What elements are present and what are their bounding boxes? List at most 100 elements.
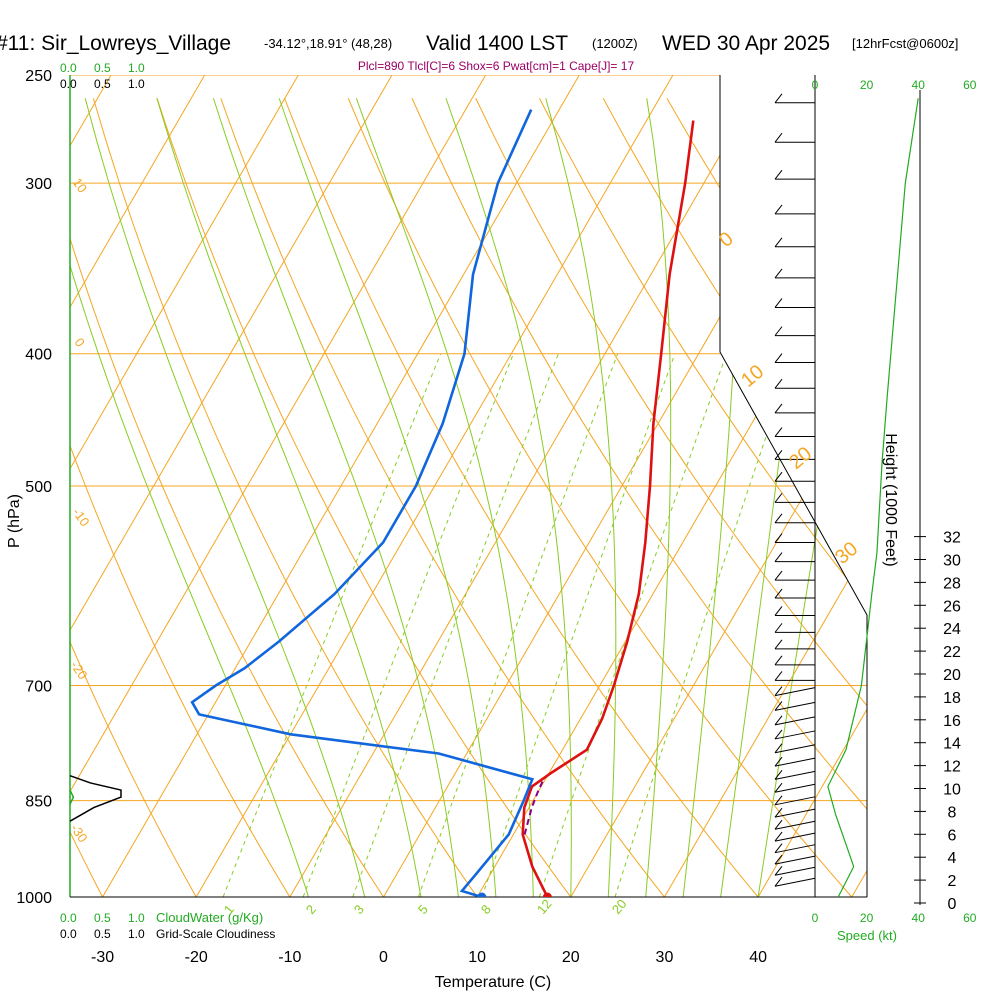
isotherm-label: -30 <box>68 821 91 845</box>
valid-time: Valid 1400 LST <box>426 32 568 55</box>
cw-scale-bottom-0: 0.0 <box>60 911 77 925</box>
temperature-tick-label: 10 <box>468 949 486 966</box>
isotherm-label: -10 <box>70 505 93 529</box>
speed-tick-top: 60 <box>963 78 977 92</box>
dry-adiabat-line <box>70 236 384 897</box>
wind-barb <box>774 744 816 754</box>
forecast-tag: [12hrFcst@0600z] <box>852 36 958 51</box>
cw-scale-top-1: 1.0 <box>128 61 145 75</box>
speed-tick-top: 0 <box>812 78 819 92</box>
mixing-ratio-label: 12 <box>534 896 555 917</box>
pressure-axis-label: P (hPa) <box>6 494 23 548</box>
temperature-profile <box>521 120 695 897</box>
temperature-tick-label: 40 <box>749 949 767 966</box>
cloudwater-profile <box>69 789 75 805</box>
wind-barb-flag <box>774 427 783 437</box>
wind-barb <box>774 701 816 711</box>
height-tick-label: 22 <box>943 644 961 661</box>
wind-barb <box>774 687 816 697</box>
moist-adiabat-line <box>212 98 459 897</box>
cloud-scale-bottom-05: 0.5 <box>94 927 111 941</box>
wind-barb-flag <box>774 450 783 460</box>
wind-barb-flag <box>774 471 783 482</box>
temperature-tick-label: 20 <box>562 949 580 966</box>
wind-barb-flag <box>774 756 783 767</box>
moist-adiabat-line <box>355 98 534 897</box>
speed-tick-top: 20 <box>860 78 874 92</box>
height-tick-label: 10 <box>943 782 961 799</box>
speed-tick-top: 40 <box>912 78 926 92</box>
cloudwater-label: CloudWater (g/Kg) <box>156 910 263 925</box>
mixing-ratio-label: 20 <box>609 896 630 917</box>
height-axis-label: Height (1000 Feet) <box>882 433 899 566</box>
wind-barb-flag <box>774 513 783 524</box>
moist-adiabat-line <box>545 98 617 897</box>
dry-adiabat-line <box>922 98 1000 897</box>
isotherm-line <box>289 75 768 897</box>
temperature-tick-label: -20 <box>185 949 208 966</box>
cloud-scale-bottom-1: 1.0 <box>128 927 145 941</box>
wind-barb-flag <box>774 743 783 754</box>
wind-barb <box>774 808 816 818</box>
temperature-tick-label: 0 <box>379 949 388 966</box>
speed-tick-bottom: 40 <box>912 911 926 925</box>
dry-adiabat-line <box>539 98 867 605</box>
wind-barb <box>774 770 816 780</box>
isotherm-line <box>102 75 580 897</box>
temperature-tick-label: 30 <box>656 949 674 966</box>
cw-scale-top-05: 0.5 <box>94 61 111 75</box>
wind-barb-flag <box>774 169 783 180</box>
dry-adiabat-line <box>411 98 867 810</box>
surface-dewpoint-marker <box>477 892 487 897</box>
wind-barb-flag <box>774 782 783 793</box>
wind-barb-flag <box>774 865 783 876</box>
wind-barb <box>774 796 816 806</box>
height-tick-label: 30 <box>943 553 961 570</box>
dewpoint-profile <box>190 109 535 897</box>
zulu-time: (1200Z) <box>592 36 638 51</box>
temperature-tick-label: -10 <box>278 949 301 966</box>
temperature-tick-label: -30 <box>91 949 114 966</box>
height-tick-label: 16 <box>943 713 961 730</box>
height-tick-label: 26 <box>943 598 961 615</box>
dry-adiabat-line <box>156 98 572 897</box>
wind-barb <box>774 783 816 793</box>
wind-barb-flag <box>774 353 783 363</box>
wind-barb-flag <box>774 606 783 616</box>
pressure-tick-label: 250 <box>25 68 52 85</box>
wind-barb-flag <box>774 552 783 562</box>
height-tick-label: 2 <box>948 873 957 890</box>
isotherm-line <box>757 708 867 897</box>
wind-barb-flag <box>774 570 783 581</box>
wind-barb-flag <box>774 204 783 215</box>
wind-barb-flag <box>774 843 783 853</box>
isotherm-label: 0 <box>72 335 88 350</box>
wind-barb-flag <box>774 715 783 726</box>
moist-adiabat-line <box>70 264 310 897</box>
wind-barb-flag <box>774 831 783 842</box>
station-title: #11: Sir_Lowreys_Village <box>0 32 231 55</box>
mixing-ratio-line <box>302 353 514 897</box>
dry-adiabat-line <box>70 640 197 897</box>
wind-barb-flag <box>774 623 783 633</box>
cloud-scale-bottom-0: 0.0 <box>60 927 77 941</box>
height-tick-label: 18 <box>943 690 961 707</box>
wind-barb-flag <box>774 770 783 780</box>
wind-barb-flag <box>774 807 783 818</box>
wind-barb-flag <box>774 93 783 104</box>
wind-barb-flag <box>774 655 783 666</box>
wind-barb <box>774 730 816 740</box>
speed-tick-bottom: 0 <box>812 911 819 925</box>
mixing-ratio-line <box>538 353 728 897</box>
dry-adiabat-line <box>986 98 1000 897</box>
height-tick-label: 20 <box>943 667 961 684</box>
pressure-tick-label: 400 <box>25 347 52 364</box>
height-tick-label: 14 <box>943 736 961 753</box>
height-tick-label: 12 <box>943 759 961 776</box>
mixing-ratio-line <box>352 353 559 897</box>
isotherm-line <box>0 75 17 897</box>
pressure-tick-label: 850 <box>25 794 52 811</box>
wind-barb-flag <box>774 639 783 650</box>
